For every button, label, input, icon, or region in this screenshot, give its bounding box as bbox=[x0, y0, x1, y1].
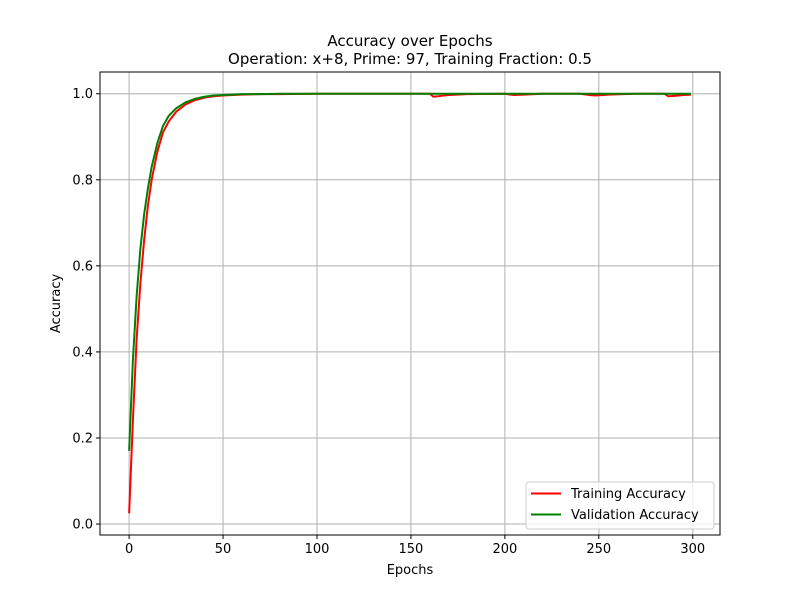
y-tick-label: 0.4 bbox=[72, 345, 93, 360]
x-tick-label: 200 bbox=[492, 542, 517, 557]
x-tick-label: 300 bbox=[680, 542, 705, 557]
x-tick-label: 150 bbox=[399, 542, 424, 557]
x-tick-label: 0 bbox=[125, 542, 133, 557]
axis-ticks: 0 50 100 150 200 250 300 0.0 0.2 0.4 0.6 0.8 1.0 bbox=[72, 87, 705, 557]
y-axis-label: Accuracy bbox=[49, 274, 64, 334]
legend-label-training: Training Accuracy bbox=[570, 487, 686, 502]
grid bbox=[100, 72, 720, 535]
series-layer bbox=[128, 92, 691, 514]
x-tick-label: 250 bbox=[586, 542, 611, 557]
y-tick-label: 1.0 bbox=[72, 87, 93, 102]
chart-subtitle: Operation: x+8, Prime: 97, Training Frac… bbox=[228, 50, 592, 68]
x-tick-label: 100 bbox=[305, 542, 330, 557]
legend: Training Accuracy Validation Accuracy bbox=[525, 481, 715, 530]
y-tick-label: 0.8 bbox=[72, 173, 93, 188]
plot-frame bbox=[99, 71, 721, 536]
legend-frame bbox=[525, 481, 715, 530]
y-tick-label: 0.2 bbox=[72, 431, 93, 446]
legend-label-validation: Validation Accuracy bbox=[571, 508, 699, 523]
x-axis-label: Epochs bbox=[387, 563, 434, 578]
x-tick-label: 50 bbox=[215, 542, 232, 557]
chart-title: Accuracy over Epochs bbox=[327, 32, 492, 50]
validation-accuracy-line bbox=[128, 92, 691, 451]
y-tick-label: 0.6 bbox=[72, 259, 93, 274]
y-tick-label: 0.0 bbox=[72, 518, 93, 533]
